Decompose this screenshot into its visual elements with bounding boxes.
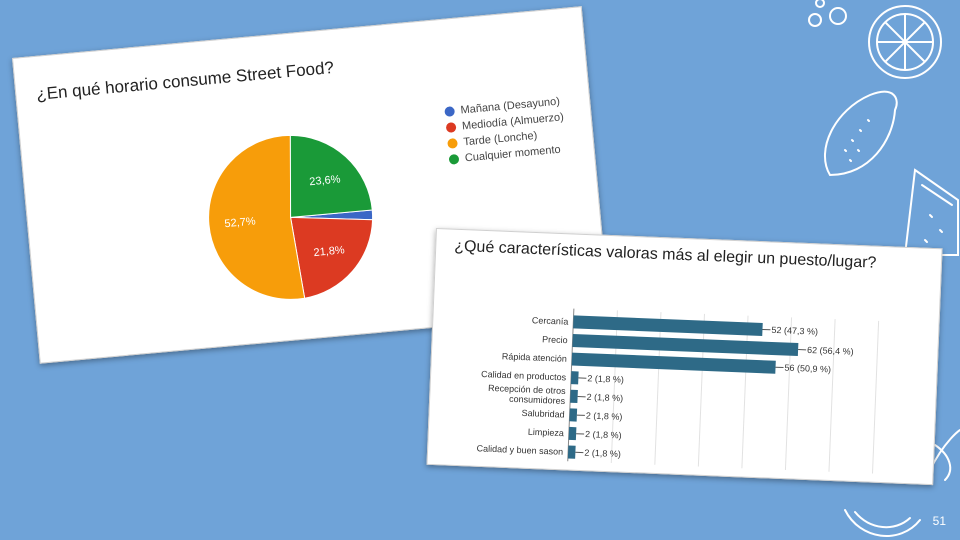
pie-slice	[289, 134, 373, 218]
pie-slice	[208, 134, 306, 300]
bar	[567, 445, 576, 459]
bar	[570, 389, 578, 404]
gridline	[741, 315, 749, 469]
pie-chart: 21,8% 52,7% 23,6%	[208, 134, 374, 300]
pie-slice-label: 52,7%	[224, 215, 256, 230]
data-label: 52 (47,3 %)	[771, 325, 818, 337]
category-label: Calidad y buen sason	[476, 443, 563, 456]
data-label: 56 (50,9 %)	[784, 363, 831, 375]
bar-chart-card: ¿Qué características valoras más al eleg…	[426, 228, 943, 486]
legend-swatch	[445, 122, 457, 133]
page-number: 51	[932, 514, 946, 528]
category-label: Limpieza	[528, 427, 564, 438]
category-label: Rápida atención	[502, 351, 567, 364]
bar	[571, 352, 776, 374]
gridline	[697, 313, 705, 467]
pie-slice	[289, 216, 374, 299]
pie-chart-card: ¿En qué horario consume Street Food? 21,…	[12, 6, 610, 364]
category-label: Cercanía	[532, 315, 569, 326]
data-label: 2 (1,8 %)	[586, 392, 623, 403]
legend-swatch	[447, 137, 458, 149]
watermelon-slice-icon	[903, 168, 959, 256]
category-label: Calidad en productos	[481, 369, 567, 382]
bar	[568, 426, 577, 441]
category-label: Recepción de otros	[488, 383, 566, 396]
data-label: 62 (56,4 %)	[807, 345, 854, 357]
citrus-slice-icon	[868, 5, 942, 79]
gridline	[828, 319, 836, 472]
pie-slice-label: 21,8%	[313, 244, 345, 259]
pie-slice-label: 23,6%	[309, 173, 341, 188]
legend-swatch	[448, 153, 460, 165]
category-label: Salubridad	[521, 408, 564, 420]
category-label: consumidores	[509, 394, 566, 406]
bar	[572, 333, 799, 357]
data-label: 2 (1,8 %)	[584, 448, 621, 459]
lemon-icon	[824, 90, 898, 177]
bar	[573, 315, 763, 336]
gridline	[654, 312, 662, 465]
legend-swatch	[444, 106, 456, 117]
orange-half-icon	[844, 509, 921, 537]
data-label: 2 (1,8 %)	[587, 373, 624, 384]
bubbles-icon	[808, 0, 847, 27]
bar	[569, 408, 578, 422]
data-label: 2 (1,8 %)	[586, 410, 623, 421]
gridline	[871, 320, 880, 474]
pie-legend: Mañana (Desayuno) Mediodía (Almuerzo) Tard…	[444, 93, 567, 167]
gridline	[784, 317, 793, 471]
category-label: Precio	[542, 334, 568, 345]
bar-chart: Cercanía 52 (47,3 %) Precio 62 (56,4 %) Rápi…	[476, 308, 880, 474]
bar	[570, 371, 579, 385]
data-label: 2 (1,8 %)	[585, 429, 622, 440]
